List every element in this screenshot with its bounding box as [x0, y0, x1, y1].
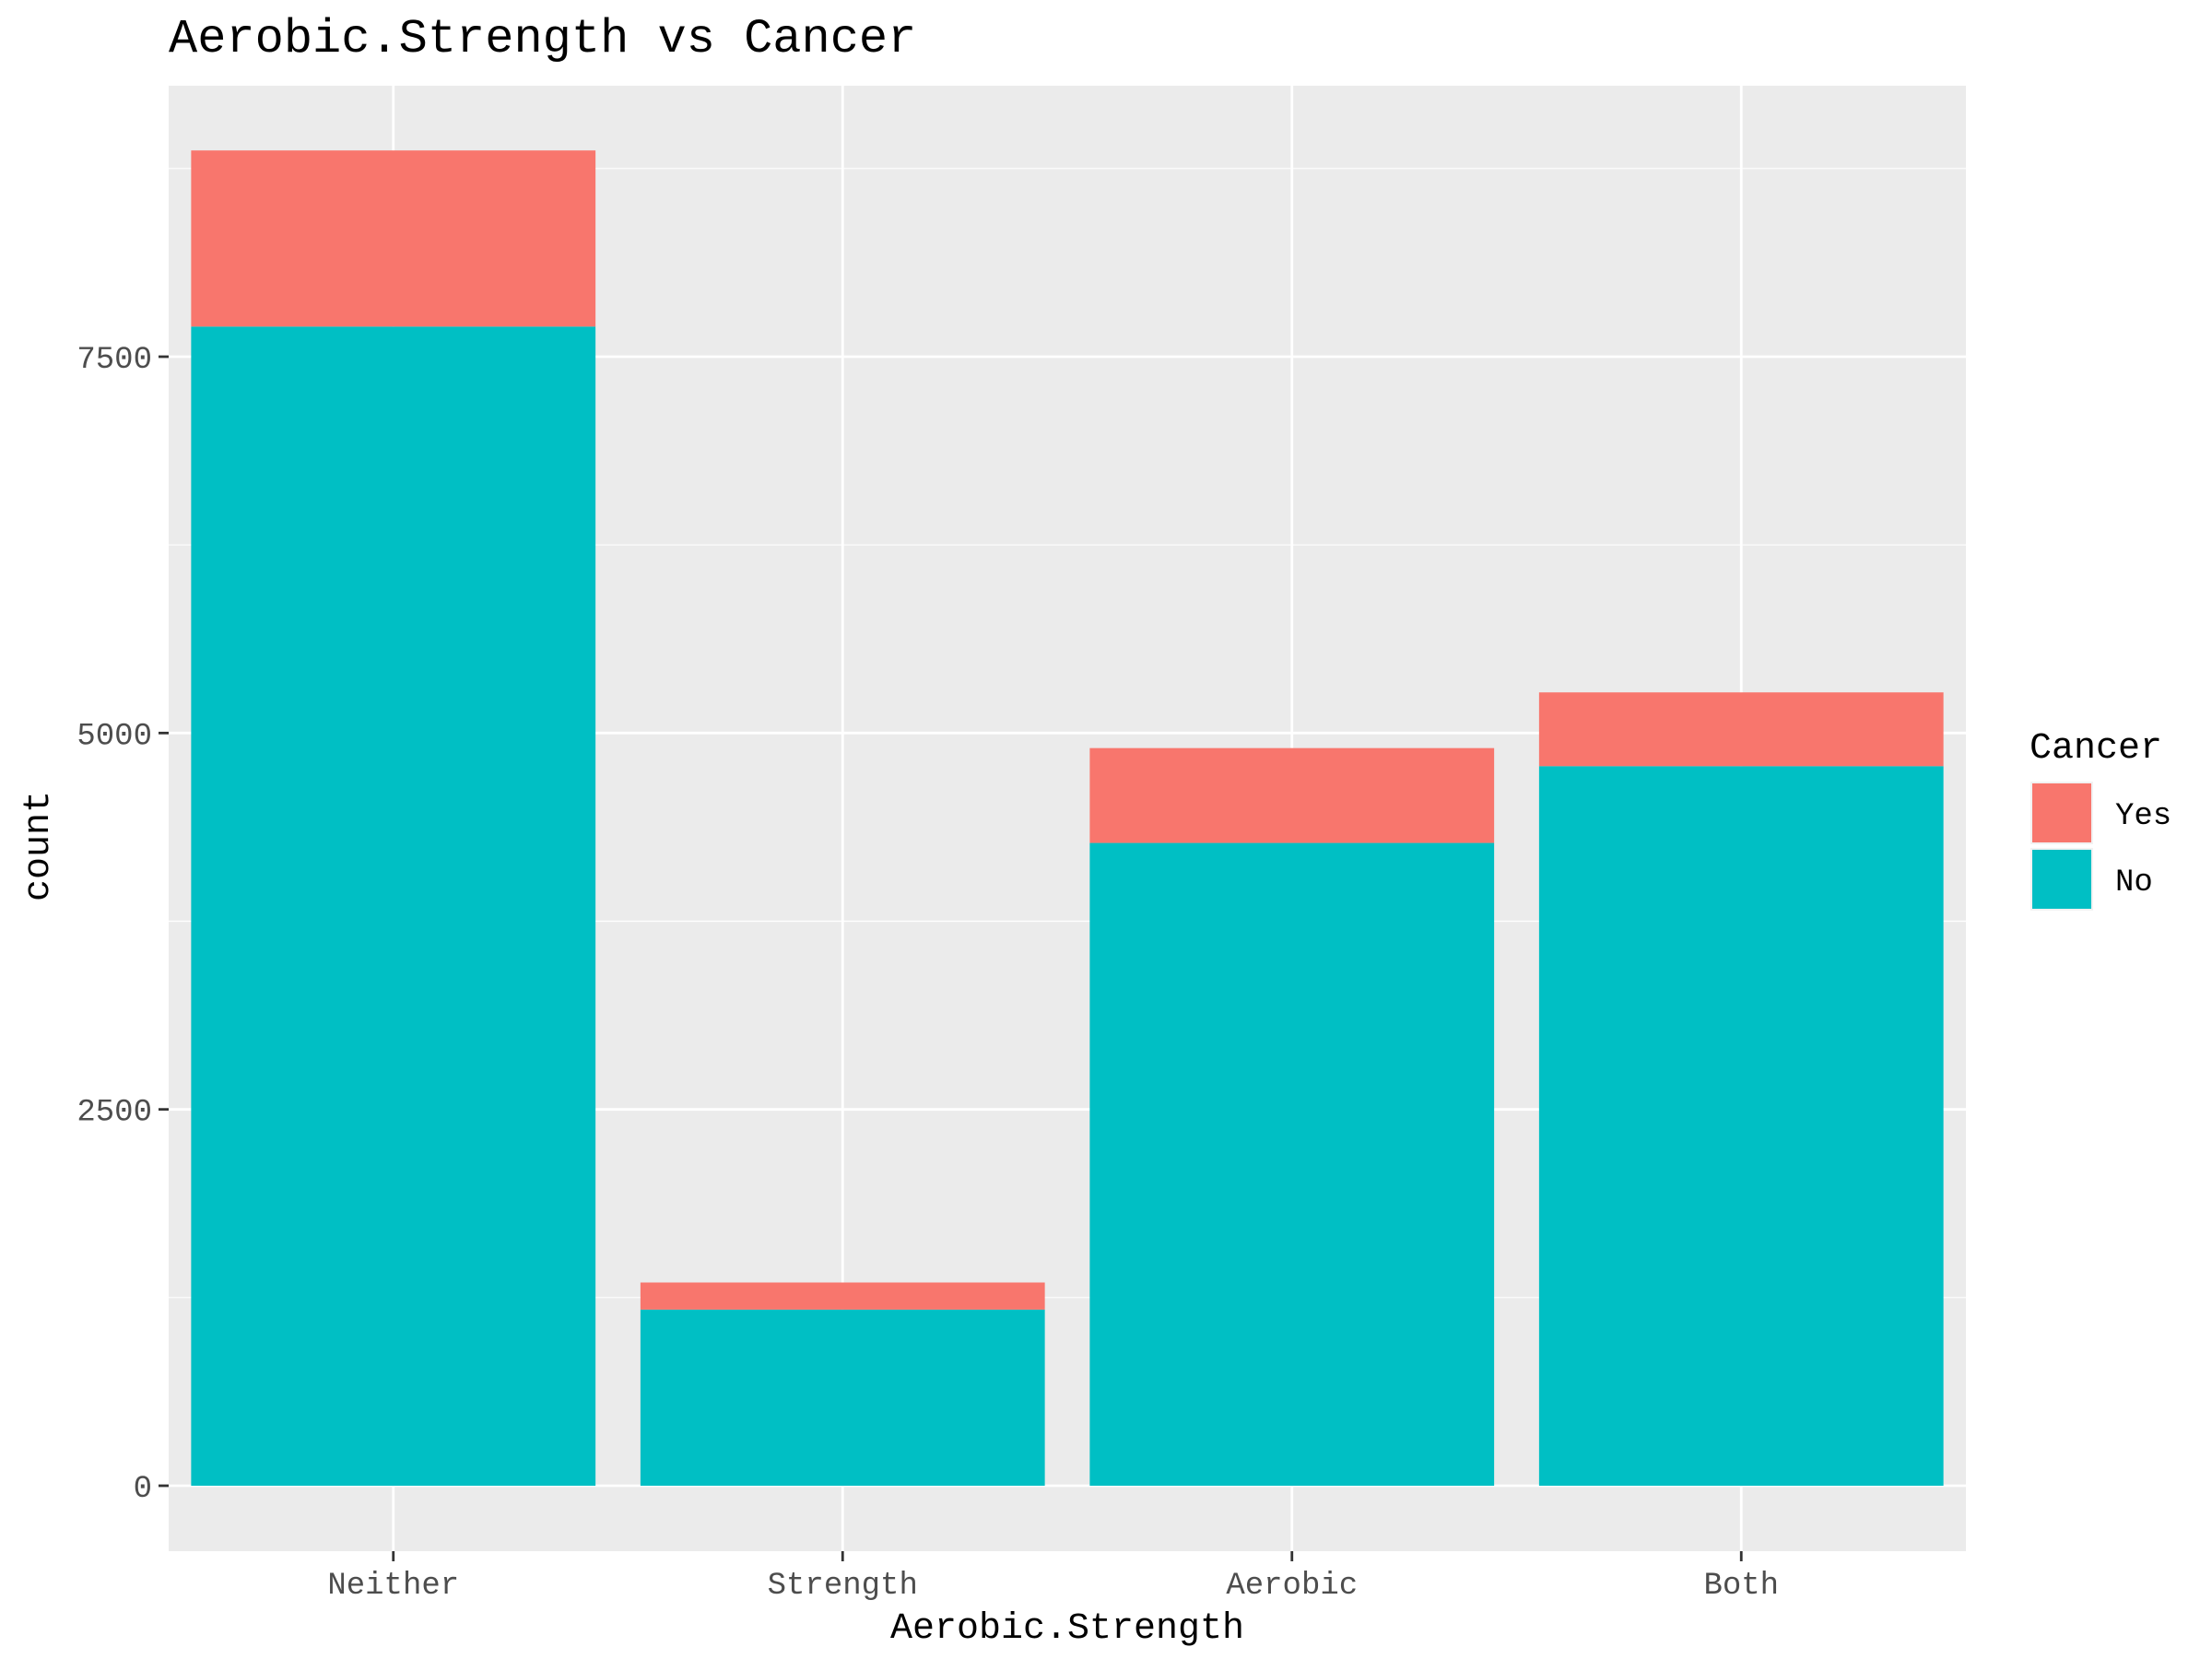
x-tick-label: Aerobic	[1226, 1569, 1358, 1604]
x-tick-label: Both	[1703, 1569, 1779, 1604]
y-tick-label: 0	[134, 1472, 152, 1507]
x-tick-label: Neither	[327, 1569, 459, 1604]
bar-yes-neither	[191, 150, 596, 327]
legend: Cancer Yes No	[2030, 728, 2171, 911]
y-tick-label: 5000	[76, 719, 152, 754]
axes: 0 2500 5000 7500 Neither Strength Aerobic Both	[76, 343, 1779, 1604]
y-tick-label: 7500	[76, 343, 152, 378]
y-axis-title: count	[18, 791, 60, 901]
legend-label-no: No	[2115, 865, 2153, 900]
bar-no-strength	[640, 1309, 1045, 1486]
legend-swatch-yes	[2032, 783, 2091, 842]
bars	[191, 150, 1944, 1486]
legend-swatch-no	[2032, 850, 2091, 909]
bar-no-both	[1538, 766, 1944, 1486]
legend-title: Cancer	[2030, 728, 2162, 770]
chart-title: Aerobic.Strength vs Cancer	[169, 12, 916, 66]
bar-yes-strength	[640, 1282, 1045, 1310]
y-tick-label: 2500	[76, 1096, 152, 1131]
bar-no-aerobic	[1089, 842, 1495, 1486]
bar-yes-aerobic	[1089, 747, 1495, 843]
x-axis-title: Aerobic.Strength	[890, 1608, 1244, 1650]
bar-yes-both	[1538, 692, 1944, 767]
x-tick-label: Strength	[768, 1569, 918, 1604]
bar-no-neither	[191, 326, 596, 1486]
legend-label-yes: Yes	[2115, 799, 2171, 834]
